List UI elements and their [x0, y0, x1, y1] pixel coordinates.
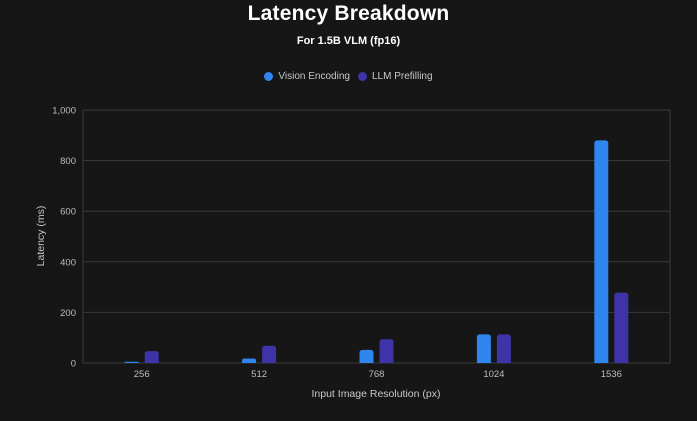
y-tick-label: 400: [60, 257, 76, 268]
bar-vision-encoding-1536[interactable]: [594, 140, 609, 363]
legend-item-llm-prefilling[interactable]: LLM Prefilling: [357, 71, 433, 82]
bar-llm-prefilling-1536[interactable]: [614, 292, 629, 363]
y-tick-label: 0: [71, 359, 76, 370]
y-tick-label: 800: [60, 156, 76, 167]
x-tick-label: 512: [251, 369, 267, 380]
chart-legend: Vision Encoding LLM Prefilling: [0, 71, 697, 82]
chart-title: Latency Breakdown: [247, 2, 450, 25]
bar-llm-prefilling-1024[interactable]: [496, 334, 511, 363]
bar-llm-prefilling-512[interactable]: [262, 345, 277, 363]
bar-llm-prefilling-768[interactable]: [379, 339, 394, 363]
bar-llm-prefilling-256[interactable]: [144, 351, 159, 363]
y-tick-label: 200: [60, 308, 76, 319]
bar-vision-encoding-768[interactable]: [359, 349, 374, 363]
x-tick-label: 768: [369, 369, 385, 380]
legend-item-vision-encoding[interactable]: Vision Encoding: [264, 71, 350, 82]
x-tick-label: 1024: [483, 369, 504, 380]
legend-label-llm-prefilling: LLM Prefilling: [371, 71, 433, 82]
bar-vision-encoding-256[interactable]: [124, 361, 139, 363]
legend-marker-vision-encoding: [264, 72, 274, 81]
grid-lines: [82, 109, 671, 364]
y-axis-label: Latency (ms): [35, 206, 47, 267]
bar-vision-encoding-1024[interactable]: [476, 334, 491, 363]
x-tick-label: 1536: [601, 369, 622, 380]
x-tick-label: 256: [134, 369, 150, 380]
chart-subtitle: For 1.5B VLM (fp16): [296, 35, 401, 47]
legend-marker-llm-prefilling: [357, 72, 367, 81]
y-tick-label: 1,000: [52, 106, 76, 117]
bars: [124, 140, 629, 363]
y-tick-label: 600: [60, 207, 76, 218]
x-axis-label: Input Image Resolution (px): [312, 388, 441, 400]
tick-labels: 0 200 400 600 800 1,000 256 512 768 1024 1536: [52, 106, 622, 381]
bar-vision-encoding-512[interactable]: [242, 358, 257, 363]
legend-label-vision-encoding: Vision Encoding: [278, 71, 350, 82]
